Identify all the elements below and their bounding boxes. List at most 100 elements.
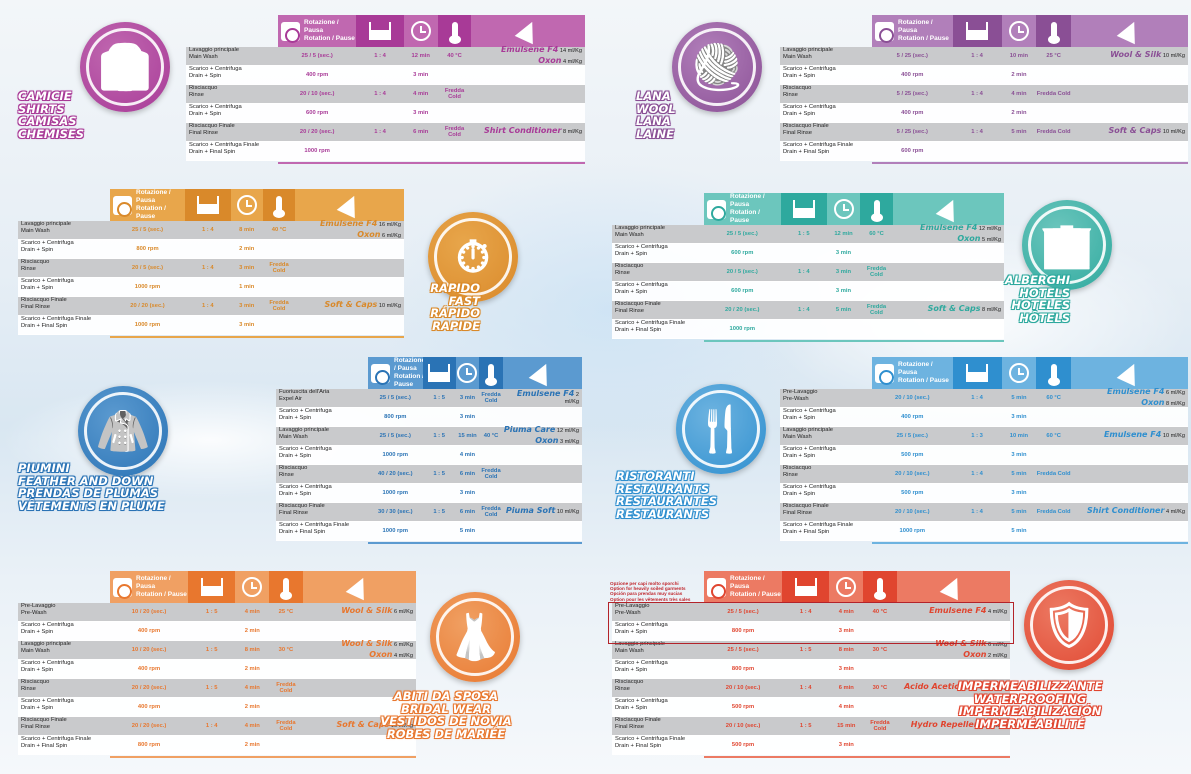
chemicals: [295, 240, 404, 258]
rotation-label: Rotazione / Pausa Rotation / Pause: [304, 19, 356, 43]
step-name-en: Rinse: [21, 685, 36, 692]
step-name-en: Final Rinse: [279, 509, 308, 516]
temperature-header: [860, 193, 893, 225]
detergent-header: [1071, 357, 1188, 389]
product-name: Oxon: [535, 435, 559, 445]
time-value: 3 min: [838, 665, 854, 672]
washing-machine-icon: [113, 195, 132, 217]
table-row: Scarico + Centrifuga Drain + Spin 400 rpm 2…: [18, 622, 416, 641]
step-name-it: Scarico + Centrifuga Finale: [279, 522, 350, 528]
program-name: PIUMINI: [18, 461, 70, 475]
step-name-en: Drain + Spin: [783, 72, 816, 79]
table-row: Risciacquo Finale Final Rinse 20 / 20 (sec…: [612, 301, 1004, 320]
detergent-header: [295, 189, 404, 221]
rotation-header: Rotazione / Pausa Rotation / Pause: [872, 357, 953, 389]
program-name: RESTAURANTS: [616, 481, 710, 496]
ratio-value: [781, 320, 828, 338]
program-table-waterproofing: Rotazione / Pausa Rotation / Pause Pre-Lav…: [612, 571, 1010, 758]
rotation-value: 20 / 10 (sec.): [895, 394, 930, 401]
step-name: Lavaggio principale Main Wash: [780, 427, 872, 445]
table-row: Risciacquo Rinse 20 / 5 (sec.) 1 : 4 3 min Fr…: [18, 259, 404, 278]
ratio-value: 1 : 4: [971, 90, 983, 97]
step-name-en: Drain + Spin: [189, 72, 222, 79]
temperature-value: Fredda Cold: [1036, 508, 1071, 515]
program-name: HÔTELS: [1019, 310, 1070, 325]
rotation-value: 20 / 10 (sec.): [725, 684, 761, 691]
time-value: 2 min: [239, 245, 255, 252]
step-name-it: Scarico + Centrifuga: [21, 622, 74, 628]
step-name: Risciacquo Rinse: [612, 679, 704, 697]
step-name-it: Scarico + Centrifuga: [279, 484, 332, 490]
optional-steps-highlight: [608, 602, 1014, 644]
table-row: Scarico + Centrifuga Drain + Spin 600 rpm 3…: [612, 282, 1004, 301]
chemicals: Wool & Silk 6 ml/Kg: [303, 603, 416, 621]
step-name: Lavaggio principale Main Wash: [276, 427, 368, 445]
product-dose: 10 ml/Kg: [377, 303, 401, 310]
temperature-value: Fredda Cold: [481, 505, 501, 519]
step-name-it: Lavaggio principale: [615, 641, 665, 647]
washing-machine-icon: [281, 21, 300, 43]
time-value: 5 min: [1011, 508, 1027, 515]
step-name-en: Drain + Final Spin: [21, 322, 68, 329]
ratio-value: [423, 484, 456, 502]
note-line: Opzione per capi molto sporchi: [610, 581, 679, 586]
step-name-it: Pre-Lavaggio: [783, 389, 818, 395]
rotation-label: Rotazione / Pausa Rotation / Pause: [136, 189, 185, 221]
program-title-bridal: ABITI da SPOSA BRIDAL WEAR VESTIDOS de NOV…: [356, 690, 536, 740]
thermometer-icon: [279, 577, 292, 600]
step-name-it: Lavaggio principale: [783, 47, 833, 53]
rotation-label: Rotazione / Pausa Rotation / Pause: [898, 19, 953, 43]
chemical-item: Piuma Care 12 ml/Kg: [504, 426, 579, 435]
step-name-en: Drain + Spin: [21, 284, 54, 291]
time-value: 3 min: [1011, 489, 1027, 496]
step-name-it: Scarico + Centrifuga: [189, 66, 242, 72]
temperature-value: Fredda Cold: [444, 87, 465, 101]
step-name: Risciacquo Finale Final Rinse: [186, 123, 278, 141]
chemicals: [1071, 104, 1188, 122]
table-header: Rotazione / Pausa Rotation / Pause: [872, 357, 1188, 389]
step-name-it: Risciacquo: [615, 679, 644, 685]
ratio-value: [423, 446, 456, 464]
step-name-it: Scarico + Centrifuga: [783, 446, 836, 452]
step-name-en: Drain + Final Spin: [279, 528, 326, 535]
rotation-value: 400 rpm: [137, 627, 161, 634]
chemicals: [1071, 85, 1188, 103]
table-row: Scarico + Centrifuga Drain + Spin 800 rpm 3…: [612, 660, 1010, 679]
chemical-item: Wool & Silk 6 ml/Kg: [341, 607, 413, 616]
time-value: 2 min: [1011, 109, 1027, 116]
ratio-value: [953, 408, 1002, 426]
timer-icon: [1008, 21, 1029, 41]
rotation-value: 800 rpm: [137, 741, 161, 748]
program-name: ROBES de MARIÉE: [386, 726, 506, 741]
table-body: Pre-Lavaggio Pre-Wash 20 / 10 (sec.) 1 : 4 5…: [780, 388, 1188, 541]
chemicals: Emulsene F4 12 ml/Kg Oxon 5 ml/Kg: [893, 224, 1004, 243]
chemical-item: Shirt Conditioner 4 ml/Kg: [1087, 507, 1185, 516]
program-table-bridal: Rotazione / Pausa Rotation / Pause Pre-Lav…: [18, 571, 416, 758]
ratio-value: 1 : 4: [971, 52, 983, 59]
time-value: 4 min: [413, 90, 429, 97]
step-name-it: Scarico + Centrifuga: [615, 282, 668, 288]
rotation-value: 500 rpm: [731, 741, 755, 748]
step-name: Scarico + Centrifuga Finale Drain + Final…: [780, 142, 872, 160]
chemicals: [471, 66, 585, 84]
step-name-en: Main Wash: [783, 53, 812, 60]
temperature-value: [479, 408, 503, 426]
table-row: Scarico + Centrifuga Drain + Spin 400 rpm 2…: [780, 66, 1188, 85]
product-dose: 10 ml/Kg: [1161, 53, 1185, 60]
step-name-en: Drain + Final Spin: [783, 528, 830, 535]
step-name: Scarico + Centrifuga Drain + Spin: [276, 408, 368, 426]
ratio-value: 1 : 4: [201, 226, 214, 233]
temperature-value: Fredda Cold: [269, 299, 289, 313]
chemical-item: Piuma Soft 10 ml/Kg: [506, 507, 579, 516]
cutlery-icon: 🍴: [693, 404, 749, 455]
chemicals: Emulsene F4 10 ml/Kg: [1071, 427, 1188, 445]
chemicals: Emulsene F4 16 ml/Kg Oxon 6 ml/Kg: [295, 220, 404, 239]
rotation-label-it: Rotazione / Pausa: [136, 575, 171, 590]
water-basin-icon: [792, 200, 815, 218]
water-level-header: [782, 571, 830, 603]
duration-header: [235, 571, 270, 603]
time-value: 8 min: [838, 646, 854, 653]
chemical-item: Soft & Caps 8 ml/Kg: [928, 305, 1001, 314]
rotation-value: 400 rpm: [901, 109, 924, 116]
step-name-it: Risciacquo: [21, 259, 50, 265]
